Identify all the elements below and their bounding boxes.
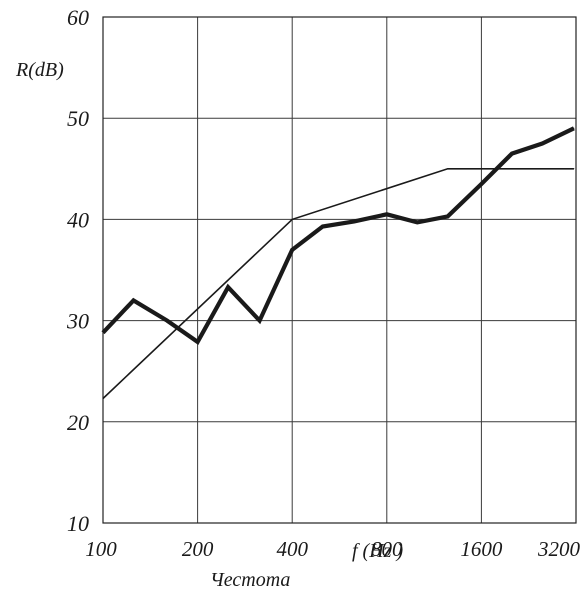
x-tick-label: 1600: [460, 537, 503, 561]
y-tick-label: 50: [67, 106, 89, 131]
plot-frame: [102, 16, 577, 524]
data-point-measured: [480, 183, 482, 185]
y-tick-labels: 10 20 30 40 50 60: [66, 5, 89, 536]
data-point-reference: [447, 168, 449, 170]
data-point-measured: [102, 332, 104, 334]
data-point-reference: [291, 218, 293, 220]
data-point-measured: [197, 341, 199, 343]
data-point-measured: [541, 143, 543, 144]
series-layer: [101, 126, 575, 400]
data-point-reference: [102, 398, 104, 399]
data-point-measured: [573, 127, 575, 129]
y-tick-label: 60: [67, 5, 89, 30]
x-tick-label: 100: [85, 537, 117, 561]
data-point-measured: [166, 320, 168, 322]
series-line-reference: [102, 168, 574, 400]
x-tick-label: 400: [276, 537, 308, 561]
data-point-measured: [133, 299, 134, 301]
data-point-reference: [573, 168, 575, 170]
series-line-measured: [101, 126, 575, 345]
y-axis-label: R(dB): [15, 59, 64, 81]
data-point-measured: [386, 213, 388, 215]
data-point-measured: [416, 221, 418, 223]
x-axis-label-unit: f (Hz ): [352, 540, 403, 562]
data-point-measured: [511, 153, 513, 155]
data-point-measured: [227, 286, 229, 288]
x-tick-label: 800: [371, 537, 403, 561]
grid: [102, 16, 577, 524]
y-tick-label: 30: [66, 309, 89, 334]
y-tick-label: 40: [67, 207, 89, 232]
x-tick-label: 200: [182, 537, 214, 561]
y-tick-label: 20: [67, 410, 89, 435]
x-tick-labels: 100 200 400 800 1600 3200: [85, 537, 580, 561]
x-axis-label-word: Честота: [210, 569, 290, 591]
data-point-measured: [322, 226, 324, 227]
data-point-measured: [353, 220, 355, 222]
data-point-measured: [291, 249, 293, 251]
x-tick-label: 3200: [537, 537, 581, 561]
data-point-measured: [447, 215, 449, 217]
y-tick-label: 10: [67, 511, 89, 536]
data-point-measured: [259, 320, 261, 322]
